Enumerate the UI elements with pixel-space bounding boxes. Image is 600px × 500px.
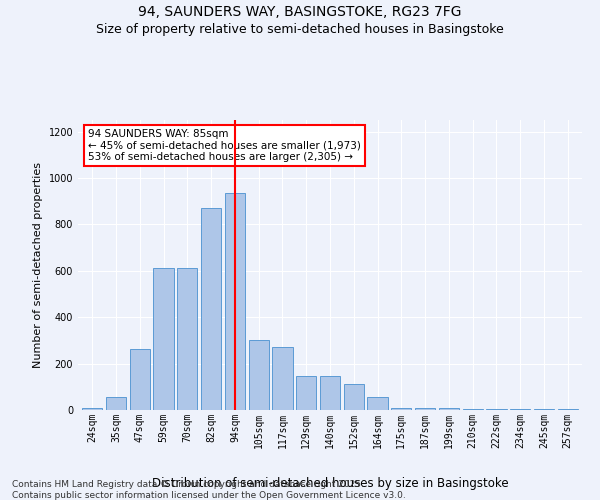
Bar bbox=[487, 409, 506, 410]
Bar bbox=[296, 376, 316, 410]
Bar bbox=[415, 408, 435, 410]
Bar bbox=[130, 348, 150, 410]
Bar bbox=[225, 193, 245, 410]
Bar bbox=[106, 397, 126, 410]
Y-axis label: Number of semi-detached properties: Number of semi-detached properties bbox=[33, 162, 43, 368]
Text: 94 SAUNDERS WAY: 85sqm
← 45% of semi-detached houses are smaller (1,973)
53% of : 94 SAUNDERS WAY: 85sqm ← 45% of semi-det… bbox=[88, 128, 361, 162]
Bar bbox=[463, 409, 483, 410]
Text: 94, SAUNDERS WAY, BASINGSTOKE, RG23 7FG: 94, SAUNDERS WAY, BASINGSTOKE, RG23 7FG bbox=[138, 5, 462, 19]
Bar bbox=[201, 208, 221, 410]
Text: Distribution of semi-detached houses by size in Basingstoke: Distribution of semi-detached houses by … bbox=[152, 477, 508, 490]
Bar bbox=[439, 408, 459, 410]
Bar bbox=[248, 340, 269, 410]
Bar bbox=[344, 384, 364, 410]
Bar bbox=[320, 376, 340, 410]
Bar bbox=[534, 409, 554, 410]
Bar bbox=[272, 348, 293, 410]
Bar bbox=[510, 409, 530, 410]
Bar bbox=[557, 409, 578, 410]
Bar bbox=[82, 408, 103, 410]
Text: Size of property relative to semi-detached houses in Basingstoke: Size of property relative to semi-detach… bbox=[96, 22, 504, 36]
Bar bbox=[154, 268, 173, 410]
Bar bbox=[367, 397, 388, 410]
Bar bbox=[177, 268, 197, 410]
Text: Contains HM Land Registry data © Crown copyright and database right 2025.
Contai: Contains HM Land Registry data © Crown c… bbox=[12, 480, 406, 500]
Bar bbox=[391, 408, 412, 410]
